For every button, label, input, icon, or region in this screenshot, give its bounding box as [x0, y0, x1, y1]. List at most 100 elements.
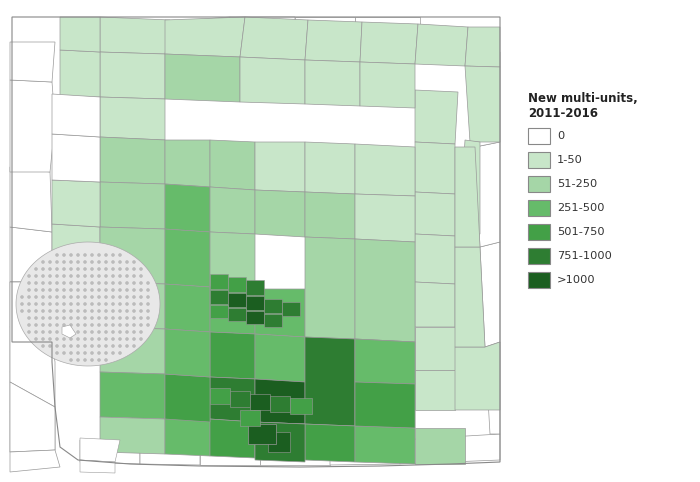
Polygon shape: [165, 140, 210, 187]
Circle shape: [56, 289, 58, 291]
Polygon shape: [450, 434, 500, 462]
Circle shape: [28, 317, 30, 319]
Circle shape: [91, 352, 93, 354]
Circle shape: [49, 345, 51, 347]
Polygon shape: [475, 142, 500, 247]
Circle shape: [119, 289, 121, 291]
Circle shape: [133, 324, 135, 326]
Circle shape: [35, 268, 37, 270]
Circle shape: [105, 296, 107, 298]
Polygon shape: [52, 134, 100, 182]
Polygon shape: [10, 42, 55, 82]
Circle shape: [70, 352, 72, 354]
Circle shape: [91, 282, 93, 284]
Circle shape: [70, 268, 72, 270]
Polygon shape: [100, 227, 165, 284]
Circle shape: [105, 275, 107, 277]
Circle shape: [77, 289, 79, 291]
Circle shape: [63, 261, 65, 263]
Circle shape: [77, 254, 79, 256]
Polygon shape: [355, 194, 415, 242]
Circle shape: [63, 296, 65, 298]
Circle shape: [56, 254, 58, 256]
Circle shape: [140, 331, 142, 333]
Circle shape: [105, 289, 107, 291]
Polygon shape: [100, 282, 165, 329]
Circle shape: [133, 296, 135, 298]
Circle shape: [84, 352, 86, 354]
Circle shape: [63, 324, 65, 326]
Circle shape: [77, 324, 79, 326]
Circle shape: [42, 282, 44, 284]
Polygon shape: [355, 17, 420, 42]
Polygon shape: [10, 370, 55, 412]
Circle shape: [133, 289, 135, 291]
Circle shape: [70, 331, 72, 333]
Circle shape: [49, 268, 51, 270]
Circle shape: [105, 338, 107, 340]
Polygon shape: [305, 192, 355, 239]
Circle shape: [56, 331, 58, 333]
Circle shape: [63, 352, 65, 354]
Circle shape: [77, 359, 79, 361]
Circle shape: [77, 310, 79, 312]
Bar: [528, 152, 550, 168]
Circle shape: [140, 275, 142, 277]
Circle shape: [112, 254, 114, 256]
Polygon shape: [165, 54, 240, 102]
Circle shape: [133, 282, 135, 284]
Polygon shape: [140, 442, 200, 465]
Polygon shape: [10, 324, 52, 372]
Polygon shape: [255, 190, 305, 237]
Circle shape: [49, 275, 51, 277]
Circle shape: [91, 296, 93, 298]
Circle shape: [126, 310, 128, 312]
Circle shape: [119, 338, 121, 340]
Polygon shape: [60, 17, 100, 52]
Circle shape: [35, 282, 37, 284]
Circle shape: [98, 254, 100, 256]
Polygon shape: [355, 382, 415, 428]
Bar: [248, 424, 276, 444]
Circle shape: [91, 345, 93, 347]
Circle shape: [105, 282, 107, 284]
Circle shape: [84, 310, 86, 312]
Polygon shape: [60, 22, 110, 52]
Polygon shape: [165, 17, 245, 57]
Circle shape: [119, 317, 121, 319]
Circle shape: [28, 296, 30, 298]
Circle shape: [98, 275, 100, 277]
Polygon shape: [60, 22, 110, 52]
Circle shape: [42, 338, 44, 340]
Circle shape: [133, 345, 135, 347]
Circle shape: [126, 268, 128, 270]
Polygon shape: [465, 66, 500, 142]
Circle shape: [49, 310, 51, 312]
Bar: [528, 248, 550, 264]
Circle shape: [112, 338, 114, 340]
Polygon shape: [110, 22, 165, 52]
Circle shape: [70, 345, 72, 347]
Polygon shape: [210, 377, 255, 422]
Text: 0: 0: [557, 131, 564, 141]
Polygon shape: [465, 27, 500, 67]
Circle shape: [35, 275, 37, 277]
Circle shape: [112, 289, 114, 291]
Polygon shape: [305, 142, 355, 194]
Circle shape: [63, 338, 65, 340]
Circle shape: [119, 296, 121, 298]
Polygon shape: [415, 282, 455, 327]
Circle shape: [84, 324, 86, 326]
Text: 751-1000: 751-1000: [557, 251, 612, 261]
Bar: [282, 302, 300, 316]
Bar: [528, 272, 550, 288]
Polygon shape: [470, 52, 500, 147]
Circle shape: [77, 282, 79, 284]
Polygon shape: [52, 180, 100, 227]
Circle shape: [42, 261, 44, 263]
Circle shape: [49, 282, 51, 284]
Circle shape: [77, 338, 79, 340]
Circle shape: [84, 345, 86, 347]
Circle shape: [126, 261, 128, 263]
Bar: [228, 293, 246, 307]
